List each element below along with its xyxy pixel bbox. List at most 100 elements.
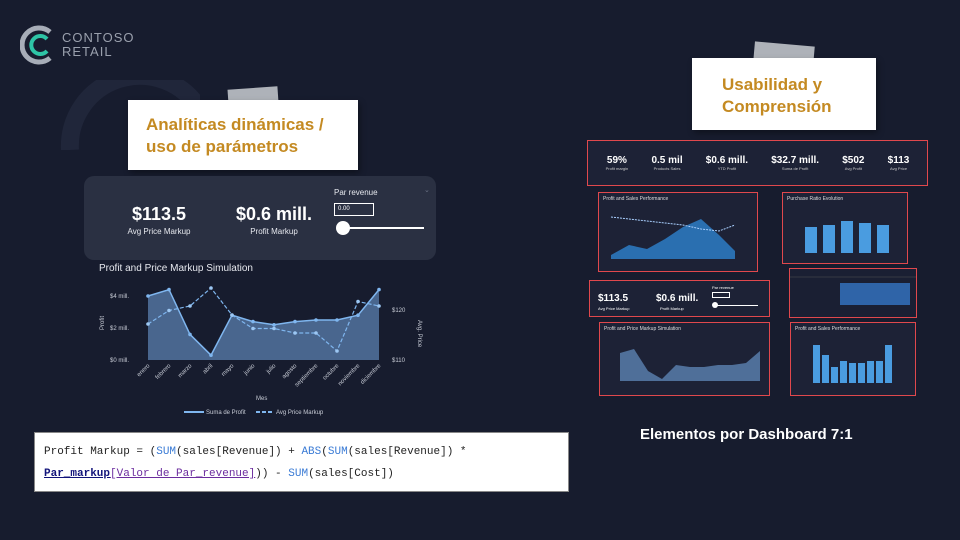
x-tick-label: julio [265, 363, 278, 376]
profit-point[interactable] [167, 287, 171, 292]
code-line-1: Profit Markup = (SUM(sales[Revenue]) + A… [44, 446, 467, 458]
mini-slider-handle [712, 302, 718, 308]
x-axis-label: Mes [256, 396, 267, 402]
left-title-line-2: uso de parámetros [146, 137, 299, 156]
mini-kpi-strip: 59% Profit margin 0.5 mil Products Sales $0.… [587, 140, 928, 186]
x-tick-label: junio [242, 363, 256, 377]
mini-kpi-1: 0.5 mil Products Sales [651, 155, 682, 171]
background-arc-decoration [60, 80, 200, 150]
mini-kpi-2: $0.6 mill. YTD Profit [706, 155, 748, 171]
x-tick-label: diciembre [360, 363, 383, 386]
avg-price-label: Avg Price Markup [127, 227, 191, 236]
mini-area-graphic [610, 216, 736, 259]
logo-mark-icon [20, 25, 52, 65]
markup-point[interactable] [146, 322, 150, 326]
y-tick-left-2: $0 mill. [110, 358, 129, 364]
mini-title-simulation: Profit and Price Markup Simulation [604, 326, 681, 332]
markup-line [147, 287, 380, 352]
profit-value: $0.6 mill. [235, 204, 313, 224]
right-title-card: Usabilidad y Comprensión [692, 58, 876, 130]
markup-point[interactable] [167, 308, 171, 313]
mini-simulation-chart: Profit and Price Markup Simulation [599, 322, 770, 396]
mini-kpi-value: $502 [842, 155, 865, 166]
avg-price-kpi: $113.5 Avg Price Markup [104, 204, 214, 236]
profit-kpi: $0.6 mill. Profit Markup [219, 204, 329, 236]
mini-slider-track [714, 305, 758, 306]
right-title-line-2: Comprensión [722, 97, 832, 116]
kpi-panel: $113.5 Avg Price Markup $0.6 mill. Profi… [84, 176, 436, 260]
mini-param-input [712, 292, 730, 298]
profit-point[interactable] [251, 319, 255, 324]
x-tick-label: marzo [177, 363, 193, 379]
x-tick-label: abril [202, 363, 214, 375]
mini-kpi-param-panel: $113.5 Avg Price Markup $0.6 mill. Profi… [589, 280, 770, 317]
y-tick-left-1: $2 mill. [110, 326, 129, 332]
code-line-2: Par_markup[Valor de Par_revenue])) - SUM… [44, 468, 394, 480]
param-slider-track[interactable] [338, 227, 424, 229]
y-axis-label-left: Profit [100, 316, 106, 330]
legend-label-markup: Avg Price Markup [276, 410, 324, 416]
markup-point[interactable] [335, 349, 339, 353]
avg-price-value: $113.5 [131, 204, 187, 224]
chevron-down-icon[interactable]: ⌄ [424, 187, 430, 194]
mini-kpi-3: $32.7 mill. Suma de Profit [771, 155, 819, 171]
dax-code-box: Profit Markup = (SUM(sales[Revenue]) + A… [34, 432, 569, 492]
markup-point[interactable] [356, 299, 360, 304]
right-title-line-1: Usabilidad y [722, 75, 823, 94]
mini-kpi-value: 59% [606, 155, 627, 166]
param-label: Par revenue [334, 188, 378, 197]
mini-kpi-label: YTD Profit [717, 166, 737, 171]
y-tick-right-1: $110 [392, 358, 406, 364]
x-tick-label: febrero [155, 363, 173, 381]
markup-point[interactable] [251, 326, 255, 331]
mini-kpi-value: $113 [887, 155, 910, 166]
mini-table-graphic [790, 269, 916, 317]
mini-title-profit-sales-2: Profit and Sales Performance [795, 326, 861, 332]
mini-kpi-0: 59% Profit margin [606, 155, 629, 171]
markup-point[interactable] [272, 326, 276, 331]
profit-point[interactable] [272, 323, 276, 327]
mini-kpi-l2: Profit Markup [660, 306, 684, 311]
profit-point[interactable] [188, 332, 192, 337]
x-tick-label: agosto [281, 363, 298, 380]
mini-kpi-v2: $0.6 mill. [656, 293, 699, 304]
mini-kpi-v1: $113.5 [598, 293, 629, 304]
x-tick-label: noviembre [337, 363, 362, 388]
mini-bars-graphic [805, 221, 889, 253]
profit-point[interactable] [209, 353, 213, 357]
mini-kpi-label: Products Sales [653, 166, 681, 171]
markup-point[interactable] [230, 313, 234, 317]
mini-kpi-label: Profit margin [605, 166, 629, 171]
markup-point[interactable] [188, 304, 192, 308]
x-tick-label: octubre [322, 363, 341, 382]
profit-markup-chart: $4 mill. $2 mill. $0 mill. $120 $110 Pro… [100, 286, 422, 416]
markup-point[interactable] [209, 286, 213, 290]
profit-point[interactable] [146, 294, 150, 298]
chart-title: Profit and Price Markup Simulation [99, 263, 253, 274]
contoso-logo: CONTOSO RETAIL [20, 24, 135, 66]
mini-profit-sales-bars: Profit and Sales Performance [790, 322, 916, 396]
profit-point[interactable] [314, 318, 318, 322]
profit-point[interactable] [377, 287, 381, 292]
profit-point[interactable] [356, 313, 360, 317]
markup-point[interactable] [293, 331, 297, 335]
markup-point[interactable] [314, 331, 318, 335]
x-tick-label: mayo [221, 363, 236, 378]
mini-kpi-param: Par revenue [712, 285, 734, 290]
param-slider-handle[interactable] [336, 221, 350, 235]
profit-point[interactable] [335, 318, 339, 322]
mini-table [789, 268, 917, 318]
profit-line [147, 288, 380, 357]
param-input[interactable]: 0.00 [334, 203, 374, 216]
dashboard-ratio-caption: Elementos por Dashboard 7:1 [640, 426, 853, 443]
profit-point[interactable] [293, 319, 297, 324]
mini-kpi-label: Suma de Profit [781, 166, 809, 171]
left-title-card: Analíticas dinámicas / uso de parámetros [128, 100, 358, 170]
legend-label-profit: Suma de Profit [206, 410, 246, 416]
mini-kpi-label: Avg Price [890, 166, 908, 171]
mini-profit-sales-chart: Profit and Sales Performance [598, 192, 758, 272]
y-tick-left-0: $4 mill. [110, 294, 129, 300]
mini-kpi-label: Avg Profit [844, 166, 862, 171]
x-tick-label: septiembre [294, 363, 320, 389]
markup-point[interactable] [377, 304, 381, 308]
